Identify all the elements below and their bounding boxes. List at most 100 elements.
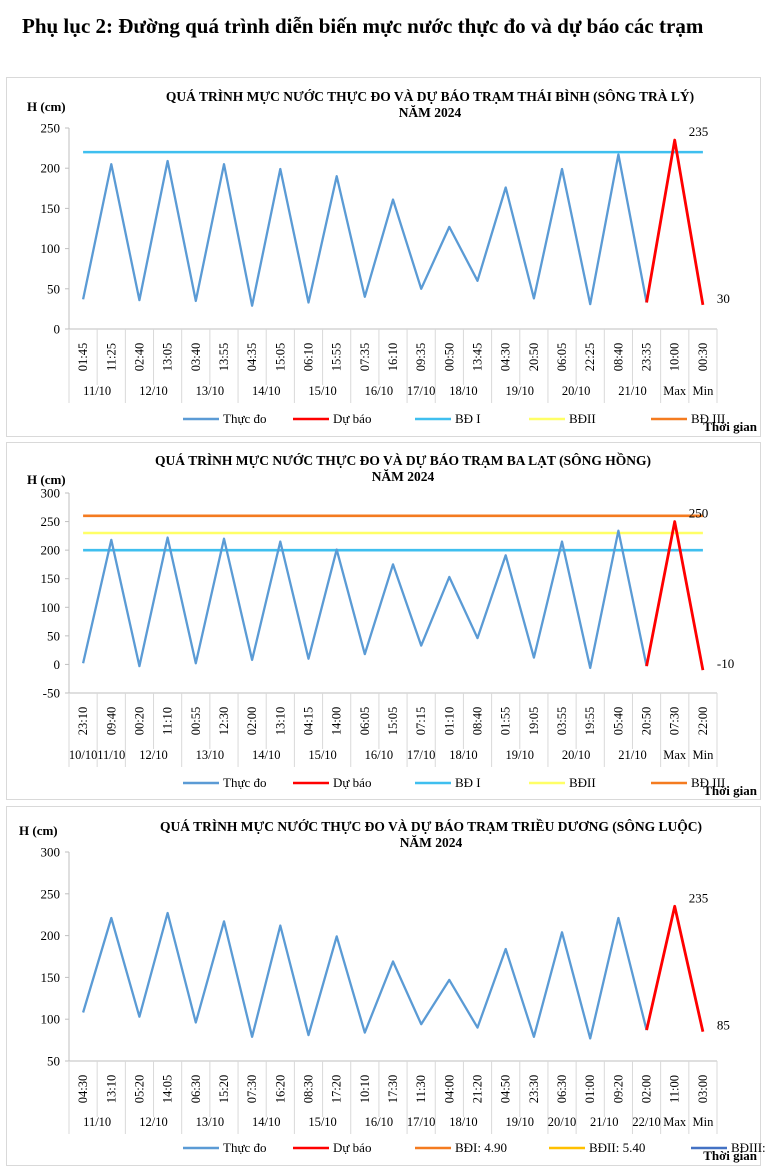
x-tick-label: 04:30	[76, 1075, 90, 1103]
legend-label: Dự báo	[333, 775, 371, 790]
date-group-label: Max	[663, 384, 687, 398]
x-tick-label: 07:30	[668, 707, 682, 735]
y-tick-label: 100	[41, 600, 61, 615]
legend-label: BĐ III	[691, 411, 725, 426]
y-tick-label: 150	[41, 571, 61, 586]
y-tick-label: 50	[47, 628, 60, 643]
x-tick-label: 04:35	[245, 343, 259, 371]
x-tick-label: 04:15	[301, 707, 315, 735]
x-tick-label: 07:35	[358, 343, 372, 371]
x-tick-label: 04:00	[442, 1075, 456, 1103]
x-tick-label: 11:00	[668, 1075, 682, 1103]
chart-ba-lat: QUÁ TRÌNH MỰC NƯỚC THỰC ĐO VÀ DỰ BÁO TRẠ…	[27, 453, 758, 798]
y-tick-label: 50	[47, 1054, 60, 1069]
x-tick-label: 03:00	[696, 1075, 710, 1103]
date-group-label: 12/10	[139, 748, 167, 762]
page-title: Phụ lục 2: Đường quá trình diễn biến mực…	[22, 14, 704, 38]
date-group-label: 17/10	[407, 1115, 435, 1129]
date-group-label: 18/10	[449, 748, 477, 762]
date-group-label: 17/10	[407, 748, 435, 762]
date-group-label: Max	[663, 748, 687, 762]
chart-panel-trieu-duong: QUÁ TRÌNH MỰC NƯỚC THỰC ĐO VÀ DỰ BÁO TRẠ…	[6, 806, 766, 1166]
date-group-label: Min	[692, 748, 714, 762]
date-group-label: 19/10	[506, 748, 534, 762]
x-tick-label: 14:00	[330, 707, 344, 735]
x-tick-label: 10:10	[358, 1075, 372, 1103]
x-tick-label: 15:05	[386, 707, 400, 735]
x-tick-label: 06:30	[555, 1075, 569, 1103]
date-group-label: Min	[692, 1115, 714, 1129]
x-tick-label: 17:20	[330, 1075, 344, 1103]
x-tick-label: 04:50	[499, 1075, 513, 1103]
data-label: 85	[717, 1018, 730, 1033]
date-group-label: 10/10	[69, 748, 97, 762]
date-group-label: 19/10	[506, 384, 534, 398]
date-group-label: 13/10	[196, 384, 224, 398]
legend-label: Thực đo	[223, 775, 267, 790]
legend-label: BĐII	[569, 775, 596, 790]
date-group-label: 11/10	[97, 748, 125, 762]
x-tick-label: 09:35	[414, 343, 428, 371]
x-tick-label: 07:15	[414, 707, 428, 735]
x-tick-label: 03:40	[189, 343, 203, 371]
x-tick-label: 06:10	[301, 343, 315, 371]
y-tick-label: 300	[41, 486, 61, 501]
date-group-label: 21/10	[590, 1115, 618, 1129]
date-group-label: 13/10	[196, 1115, 224, 1129]
x-tick-label: 11:10	[161, 707, 175, 735]
x-tick-label: 07:30	[245, 1075, 259, 1103]
date-group-label: 16/10	[365, 748, 393, 762]
x-tick-label: 00:55	[189, 707, 203, 735]
x-tick-label: 02:40	[132, 343, 146, 371]
y-tick-label: 300	[41, 845, 61, 860]
date-group-label: 14/10	[252, 748, 280, 762]
x-tick-label: 01:10	[442, 707, 456, 735]
x-tick-label: 12:30	[217, 707, 231, 735]
legend-label: Thực đo	[223, 411, 267, 426]
x-tick-label: 00:50	[442, 343, 456, 371]
y-tick-label: 100	[41, 241, 61, 256]
x-tick-label: 17:30	[386, 1075, 400, 1103]
date-group-label: Max	[663, 1115, 687, 1129]
y-tick-label: 0	[54, 322, 61, 337]
y-tick-label: -50	[43, 686, 60, 701]
y-tick-label: 150	[41, 201, 61, 216]
x-tick-label: 00:20	[132, 707, 146, 735]
date-group-label: 12/10	[139, 384, 167, 398]
x-tick-label: 16:10	[386, 343, 400, 371]
x-tick-label: 04:30	[499, 343, 513, 371]
x-tick-label: 10:00	[668, 343, 682, 371]
data-label: 30	[717, 291, 730, 306]
series-line-forecast	[645, 520, 705, 671]
data-label: 235	[689, 890, 709, 905]
date-group-label: 21/10	[618, 384, 646, 398]
series-line-forecast	[645, 138, 705, 306]
date-group-label: 21/10	[618, 748, 646, 762]
legend-label: BĐ I	[455, 775, 481, 790]
date-group-label: 15/10	[308, 748, 336, 762]
x-axis-label: Thời gian	[703, 783, 758, 798]
series-line-observed	[81, 529, 648, 670]
x-tick-label: 20:50	[527, 343, 541, 371]
date-group-label: 20/10	[548, 1115, 576, 1129]
y-tick-label: 50	[47, 281, 60, 296]
x-tick-label: 00:30	[696, 343, 710, 371]
y-axis-label: H (cm)	[27, 99, 66, 114]
legend-label: BĐ I	[455, 411, 481, 426]
x-tick-label: 13:10	[273, 707, 287, 735]
y-tick-label: 150	[41, 970, 61, 985]
y-axis-label: H (cm)	[27, 472, 66, 487]
x-tick-label: 23:10	[76, 707, 90, 735]
y-axis-label: H (cm)	[19, 823, 58, 838]
date-group-label: 15/10	[308, 1115, 336, 1129]
x-tick-label: 03:55	[555, 707, 569, 735]
series-line-observed	[81, 911, 648, 1040]
date-group-label: 18/10	[449, 1115, 477, 1129]
x-tick-label: 09:40	[104, 707, 118, 735]
y-tick-label: 200	[41, 161, 61, 176]
date-group-label: 16/10	[365, 1115, 393, 1129]
series-line-forecast	[645, 904, 705, 1033]
chart-title: QUÁ TRÌNH MỰC NƯỚC THỰC ĐO VÀ DỰ BÁO TRẠ…	[166, 89, 694, 104]
x-tick-label: 23:30	[527, 1075, 541, 1103]
x-axis-label: Thời gian	[703, 1148, 758, 1163]
